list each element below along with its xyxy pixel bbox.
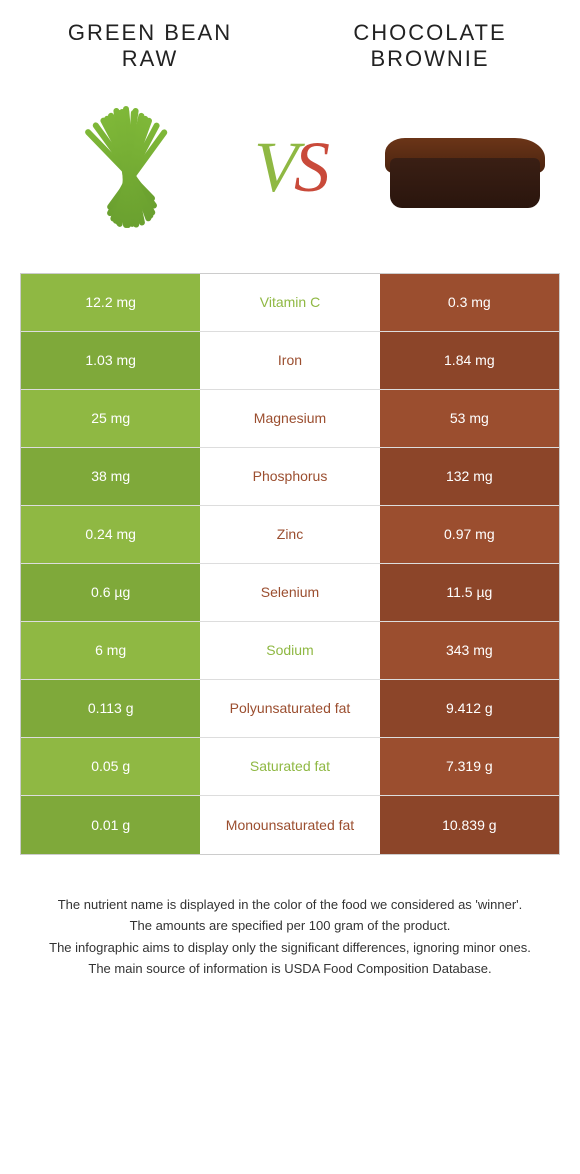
- footnote-line: The nutrient name is displayed in the co…: [30, 895, 550, 915]
- table-row: 0.24 mgZinc0.97 mg: [21, 506, 559, 564]
- nutrient-label: Selenium: [200, 564, 379, 621]
- footnote-line: The infographic aims to display only the…: [30, 938, 550, 958]
- images-row: VS: [20, 93, 560, 243]
- table-row: 0.113 gPolyunsaturated fat9.412 g: [21, 680, 559, 738]
- value-right: 343 mg: [380, 622, 559, 679]
- green-bean-image: [50, 93, 200, 243]
- brownie-image: [380, 93, 530, 243]
- table-row: 25 mgMagnesium53 mg: [21, 390, 559, 448]
- nutrient-label: Iron: [200, 332, 379, 389]
- value-right: 10.839 g: [380, 796, 559, 854]
- nutrient-table: 12.2 mgVitamin C0.3 mg1.03 mgIron1.84 mg…: [20, 273, 560, 855]
- value-left: 38 mg: [21, 448, 200, 505]
- value-right: 0.3 mg: [380, 274, 559, 331]
- table-row: 0.01 gMonounsaturated fat10.839 g: [21, 796, 559, 854]
- nutrient-label: Phosphorus: [200, 448, 379, 505]
- table-row: 0.05 gSaturated fat7.319 g: [21, 738, 559, 796]
- nutrient-label: Polyunsaturated fat: [200, 680, 379, 737]
- vs-label: VS: [254, 126, 326, 209]
- footnote-line: The main source of information is USDA F…: [30, 959, 550, 979]
- value-left: 12.2 mg: [21, 274, 200, 331]
- value-right: 132 mg: [380, 448, 559, 505]
- table-row: 38 mgPhosphorus132 mg: [21, 448, 559, 506]
- value-right: 0.97 mg: [380, 506, 559, 563]
- value-left: 0.6 µg: [21, 564, 200, 621]
- value-left: 6 mg: [21, 622, 200, 679]
- nutrient-label: Magnesium: [200, 390, 379, 447]
- value-left: 0.113 g: [21, 680, 200, 737]
- value-right: 7.319 g: [380, 738, 559, 795]
- table-row: 6 mgSodium343 mg: [21, 622, 559, 680]
- nutrient-label: Saturated fat: [200, 738, 379, 795]
- nutrient-label: Zinc: [200, 506, 379, 563]
- nutrient-label: Monounsaturated fat: [200, 796, 379, 854]
- table-row: 12.2 mgVitamin C0.3 mg: [21, 274, 559, 332]
- value-left: 0.24 mg: [21, 506, 200, 563]
- nutrient-label: Vitamin C: [200, 274, 379, 331]
- title-left: GREEN BEAN RAW: [50, 20, 250, 73]
- value-right: 1.84 mg: [380, 332, 559, 389]
- header: GREEN BEAN RAW CHOCOLATE BROWNIE: [20, 20, 560, 73]
- table-row: 0.6 µgSelenium11.5 µg: [21, 564, 559, 622]
- value-left: 1.03 mg: [21, 332, 200, 389]
- nutrient-label: Sodium: [200, 622, 379, 679]
- value-left: 0.01 g: [21, 796, 200, 854]
- title-right: CHOCOLATE BROWNIE: [330, 20, 530, 73]
- table-row: 1.03 mgIron1.84 mg: [21, 332, 559, 390]
- value-left: 25 mg: [21, 390, 200, 447]
- footnotes: The nutrient name is displayed in the co…: [20, 895, 560, 979]
- value-right: 53 mg: [380, 390, 559, 447]
- value-right: 9.412 g: [380, 680, 559, 737]
- value-left: 0.05 g: [21, 738, 200, 795]
- footnote-line: The amounts are specified per 100 gram o…: [30, 916, 550, 936]
- value-right: 11.5 µg: [380, 564, 559, 621]
